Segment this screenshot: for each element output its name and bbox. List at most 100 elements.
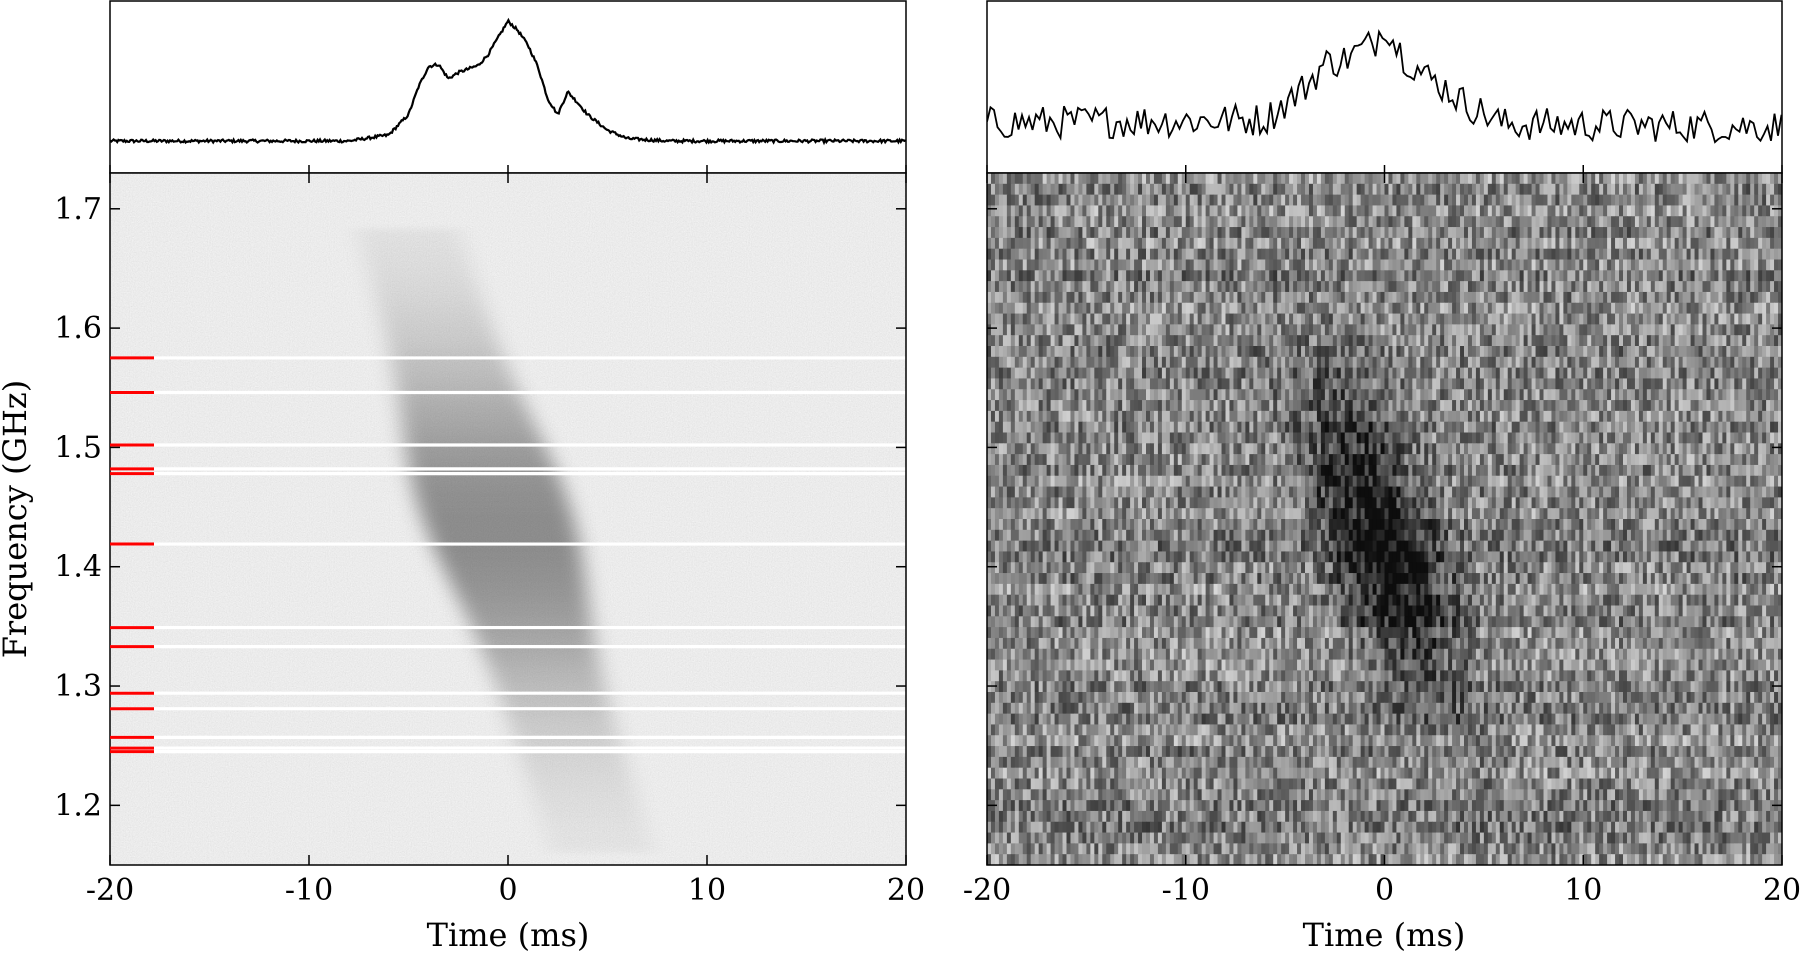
heatmap-cell xyxy=(1742,302,1747,315)
heatmap-cell xyxy=(1758,259,1763,271)
heatmap-cell xyxy=(1638,367,1644,380)
heatmap-cell xyxy=(1209,205,1215,217)
heatmap-cell xyxy=(1308,259,1314,271)
heatmap-cell xyxy=(1483,248,1489,261)
heatmap-cell xyxy=(1130,237,1135,250)
heatmap-cell xyxy=(1046,356,1052,369)
heatmap-cell xyxy=(1014,216,1020,228)
heatmap-cell xyxy=(1396,237,1401,250)
heatmap-cell xyxy=(1054,183,1060,196)
heatmap-cell xyxy=(1404,270,1409,282)
heatmap-cell xyxy=(1539,335,1545,347)
heatmap-cell xyxy=(1225,227,1231,239)
heatmap-cell xyxy=(1010,421,1016,434)
heatmap-cell xyxy=(1153,227,1159,239)
heatmap-cell xyxy=(1491,270,1497,282)
heatmap-cell xyxy=(1706,421,1712,434)
heatmap-cell xyxy=(1718,410,1723,423)
heatmap-cell xyxy=(1714,291,1720,304)
heatmap-cell xyxy=(1189,248,1195,261)
heatmap-cell xyxy=(1428,367,1433,380)
heatmap-cell xyxy=(1416,302,1421,315)
heatmap-cell xyxy=(1499,346,1505,358)
heatmap-cell xyxy=(1607,346,1612,358)
heatmap-cell xyxy=(1674,173,1680,185)
heatmap-cell xyxy=(1650,248,1656,261)
heatmap-cell xyxy=(1388,313,1394,325)
heatmap-cell xyxy=(1324,248,1330,261)
heatmap-cell xyxy=(1654,324,1660,336)
heatmap-cell xyxy=(1038,335,1044,347)
burst-slice xyxy=(529,779,633,788)
heatmap-cell xyxy=(1440,410,1445,423)
heatmap-cell xyxy=(1527,378,1533,390)
heatmap-cell xyxy=(1682,259,1688,271)
heatmap-cell xyxy=(1146,270,1151,282)
heatmap-cell xyxy=(990,173,996,185)
heatmap-cell xyxy=(1619,259,1624,271)
heatmap-cell xyxy=(990,421,996,434)
heatmap-cell xyxy=(1356,302,1362,315)
heatmap-cell xyxy=(1352,194,1358,207)
heatmap-cell xyxy=(1213,400,1219,412)
heatmap-cell xyxy=(1352,216,1358,228)
heatmap-cell xyxy=(1774,410,1779,423)
heatmap-cell xyxy=(1758,346,1763,358)
heatmap-cell xyxy=(1257,367,1262,380)
heatmap-cell xyxy=(1165,183,1171,196)
heatmap-cell xyxy=(1010,324,1016,336)
heatmap-cell xyxy=(1706,400,1712,412)
heatmap-cell xyxy=(1638,194,1644,207)
heatmap-cell xyxy=(1014,421,1020,434)
right-panel: -20 -10 0 10 20 Time (ms) xyxy=(963,0,1800,954)
heatmap-cell xyxy=(1201,291,1207,304)
heatmap-cell xyxy=(1146,400,1151,412)
heatmap-cell xyxy=(1607,421,1612,434)
heatmap-cell xyxy=(1209,389,1215,401)
heatmap-cell xyxy=(1503,227,1509,239)
heatmap-cell xyxy=(1348,248,1354,261)
heatmap-cell xyxy=(1034,356,1040,369)
heatmap-cell xyxy=(1726,259,1731,271)
heatmap-cell xyxy=(1157,400,1163,412)
heatmap-cell xyxy=(1193,346,1199,358)
heatmap-cell xyxy=(1364,421,1370,434)
heatmap-cell xyxy=(1046,432,1052,444)
heatmap-cell xyxy=(1400,335,1405,347)
heatmap-cell xyxy=(1499,302,1505,315)
heatmap-cell xyxy=(1539,281,1545,293)
heatmap-cell xyxy=(1551,400,1557,412)
heatmap-cell xyxy=(1034,259,1040,271)
heatmap-cell xyxy=(1424,389,1429,401)
heatmap-cell xyxy=(1110,356,1115,369)
heatmap-cell xyxy=(1603,281,1608,293)
heatmap-cell xyxy=(1467,216,1473,228)
heatmap-cell xyxy=(1762,421,1767,434)
heatmap-cell xyxy=(1766,400,1771,412)
heatmap-cell xyxy=(1456,216,1461,228)
heatmap-cell xyxy=(1726,302,1731,315)
heatmap-cell xyxy=(1579,400,1584,412)
heatmap-cell xyxy=(1674,216,1680,228)
heatmap-cell xyxy=(1261,237,1266,250)
heatmap-cell xyxy=(1734,313,1739,325)
heatmap-cell xyxy=(1642,378,1648,390)
heatmap-cell xyxy=(1110,205,1115,217)
heatmap-cell xyxy=(1475,259,1481,271)
heatmap-cell xyxy=(1086,335,1091,347)
heatmap-cell xyxy=(1515,389,1521,401)
heatmap-cell xyxy=(1634,248,1640,261)
heatmap-cell xyxy=(1499,291,1505,304)
heatmap-cell xyxy=(1153,291,1159,304)
heatmap-cell xyxy=(1193,356,1199,369)
heatmap-cell xyxy=(1634,281,1640,293)
heatmap-cell xyxy=(1662,335,1668,347)
heatmap-cell xyxy=(1217,173,1223,185)
heatmap-cell xyxy=(1344,410,1350,423)
heatmap-cell xyxy=(1233,237,1239,250)
heatmap-cell xyxy=(1515,237,1521,250)
heatmap-cell xyxy=(1146,367,1151,380)
heatmap-cell xyxy=(1499,183,1505,196)
heatmap-cell xyxy=(1754,205,1759,217)
heatmap-cell xyxy=(1289,259,1294,271)
